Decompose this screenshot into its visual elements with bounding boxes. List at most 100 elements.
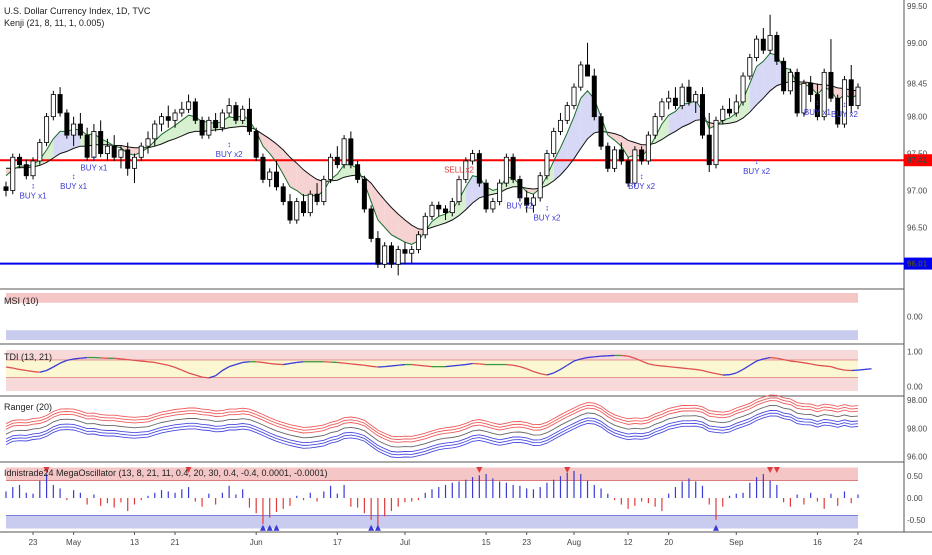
y-tick-label: 98.00 <box>907 396 928 405</box>
tdi-line-segment <box>358 365 365 366</box>
candle-body <box>51 95 55 117</box>
kenji-indicator-label: Kenji (21, 8, 11, 1, 0.005) <box>4 18 104 29</box>
candle-body <box>261 157 265 179</box>
candle-body <box>328 157 332 179</box>
candle-body <box>383 246 387 264</box>
candle-body <box>85 135 89 157</box>
x-tick-label: 23 <box>522 538 531 547</box>
candle-body <box>849 80 853 106</box>
candle-body <box>207 120 211 135</box>
tdi-line-segment <box>662 366 669 367</box>
tdi-line-segment <box>114 358 121 359</box>
candle-body <box>430 205 434 216</box>
tdi-lower-zone <box>6 378 858 392</box>
candle-body <box>856 87 860 105</box>
candle-body <box>38 143 42 161</box>
candle-body <box>477 154 481 184</box>
candle-body <box>829 72 833 98</box>
tdi-line-segment <box>256 362 263 363</box>
candle-body <box>504 157 508 183</box>
tdi-line-segment <box>675 367 682 368</box>
y-tick-label: 97.00 <box>907 186 928 195</box>
x-tick-label: 17 <box>333 538 342 547</box>
candle-body <box>457 179 461 201</box>
candle-body <box>254 131 258 157</box>
y-tick-label: -0.50 <box>907 516 926 525</box>
signal-label: SELL x2 <box>444 166 474 175</box>
price-label-text: 96.01 <box>907 260 928 269</box>
signal-label: BUY x2 <box>506 202 534 211</box>
tdi-line-segment <box>80 358 87 359</box>
y-tick-label: 98.00 <box>907 425 928 434</box>
x-tick-label: Aug <box>567 538 581 547</box>
candle-body <box>809 83 813 94</box>
candle-body <box>768 35 772 50</box>
candle-body <box>146 139 150 146</box>
candle-body <box>308 194 312 212</box>
candle-body <box>437 205 441 209</box>
candle-body <box>606 146 610 168</box>
candle-body <box>44 117 48 143</box>
tdi-line-segment <box>74 358 81 359</box>
candle-body <box>295 202 299 220</box>
kenji-cloud-segment <box>344 165 351 178</box>
signal-arrow: ↕ <box>72 172 76 181</box>
tdi-line-segment <box>148 362 155 363</box>
tdi-line-segment <box>344 363 351 364</box>
candle-body <box>416 235 420 250</box>
tdi-line-segment <box>202 377 209 378</box>
tdi-line-segment <box>337 362 344 363</box>
candle-body <box>761 39 765 50</box>
candle-body <box>498 183 502 201</box>
signal-arrow: ↕ <box>92 153 96 162</box>
candle-body <box>17 157 21 164</box>
candle-body <box>159 117 163 124</box>
candle-body <box>396 250 400 265</box>
candle-body <box>714 120 718 164</box>
candle-body <box>667 98 671 102</box>
megaoscillator-label: Idnistrade24 MegaOscillator (13, 8, 21, … <box>4 468 328 479</box>
x-tick-label: 23 <box>29 538 38 547</box>
tdi-line-segment <box>297 362 304 363</box>
y-tick-label: 98.00 <box>907 113 928 122</box>
candle-body <box>782 61 786 91</box>
y-tick-label: 0.00 <box>907 494 923 503</box>
candle-body <box>24 165 28 176</box>
osc-band <box>6 515 858 528</box>
candle-body <box>707 135 711 165</box>
candle-body <box>58 95 62 113</box>
candle-body <box>173 113 177 120</box>
tdi-line-segment <box>425 366 432 367</box>
tdi-line-segment <box>770 358 777 359</box>
candle-body <box>65 113 69 135</box>
candle-body <box>349 139 353 165</box>
signal-arrow: ↕ <box>518 192 522 201</box>
candle-body <box>694 95 698 102</box>
candle-body <box>403 250 407 254</box>
candle-body <box>274 172 278 187</box>
tdi-line-segment <box>351 364 358 365</box>
tdi-line-segment <box>858 369 865 370</box>
x-tick-label: 24 <box>854 538 863 547</box>
signal-label: BUY x1 <box>20 191 48 200</box>
candle-body <box>470 154 474 161</box>
y-tick-label: 0.00 <box>907 382 923 391</box>
signal-label: BUY x1 <box>60 182 88 191</box>
candle-body <box>680 87 684 105</box>
candle-body <box>315 194 319 201</box>
signal-arrow: ↕ <box>640 172 644 181</box>
tdi-line-segment <box>391 365 398 366</box>
candle-body <box>423 216 427 234</box>
candle-body <box>389 246 393 264</box>
y-tick-label: 99.50 <box>907 2 928 11</box>
y-tick-label: 99.00 <box>907 39 928 48</box>
candle-body <box>186 102 190 109</box>
candle-body <box>376 238 380 264</box>
tdi-line-segment <box>682 368 689 369</box>
candle-body <box>139 146 143 157</box>
tdi-line-segment <box>689 369 696 370</box>
candle-body <box>788 72 792 90</box>
signal-label: BUY x2 <box>628 182 656 191</box>
tdi-line-segment <box>655 365 662 366</box>
